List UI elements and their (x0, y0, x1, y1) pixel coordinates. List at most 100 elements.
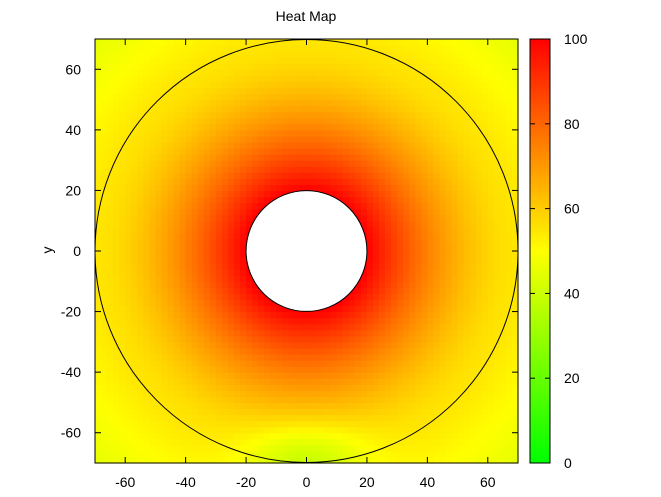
heat-cell (197, 87, 205, 95)
heat-cell (360, 456, 368, 464)
heat-cell (107, 329, 114, 337)
heat-cell (197, 81, 205, 89)
heat-cell (451, 444, 459, 452)
heat-cell (427, 148, 434, 155)
heat-cell (113, 57, 120, 64)
heat-cell (439, 456, 447, 464)
heat-cell (264, 438, 271, 446)
heat-cell (173, 220, 181, 228)
heat-cell (119, 75, 126, 82)
heat-cell (282, 160, 289, 167)
heat-cell (161, 287, 169, 294)
heat-cell (288, 123, 296, 131)
heat-cell (131, 141, 138, 149)
heat-cell (227, 378, 235, 385)
heat-cell (372, 450, 380, 458)
heat-cell (397, 257, 404, 264)
heat-cell (493, 111, 501, 119)
heat-cell (475, 366, 483, 373)
heat-cell (409, 202, 416, 210)
heat-cell (179, 57, 187, 64)
heat-cell (203, 135, 211, 143)
heat-cell (125, 420, 132, 428)
heat-cell (306, 39, 314, 46)
heat-cell (173, 353, 181, 361)
heat-cell (113, 99, 120, 107)
heat-cell (197, 444, 205, 452)
heat-cell (197, 238, 205, 246)
heat-cell (197, 244, 205, 252)
heat-cell (282, 87, 289, 95)
heat-cell (354, 366, 362, 373)
heat-cell (107, 263, 114, 270)
heat-cell (360, 57, 368, 64)
heat-cell (421, 148, 428, 155)
heat-cell (252, 384, 259, 391)
heat-cell (215, 190, 223, 198)
heat-cell (330, 311, 338, 319)
heat-cell (312, 444, 320, 452)
heat-cell (306, 148, 314, 155)
heat-cell (95, 329, 102, 337)
heat-cell (131, 214, 138, 222)
heat-cell (391, 287, 398, 294)
heat-cell (312, 384, 320, 391)
heat-cell (397, 160, 404, 167)
heat-cell (113, 341, 120, 349)
heat-cell (439, 450, 447, 458)
heat-cell (137, 390, 144, 397)
heat-cell (276, 172, 283, 179)
heat-cell (475, 129, 483, 137)
heat-cell (227, 311, 235, 319)
heat-cell (227, 402, 235, 410)
heat-cell (197, 226, 205, 234)
heat-cell (439, 63, 447, 70)
heat-cell (233, 93, 241, 101)
heat-cell (348, 154, 356, 161)
heat-cell (336, 323, 344, 331)
heat-cell (372, 154, 380, 161)
heat-cell (439, 93, 447, 101)
heat-cell (391, 208, 398, 216)
heat-cell (511, 75, 519, 82)
heat-cell (197, 432, 205, 440)
heat-cell (427, 45, 434, 52)
heat-cell (475, 69, 483, 76)
heat-cell (306, 378, 314, 385)
heat-cell (143, 426, 150, 434)
heat-cell (312, 414, 320, 422)
heat-cell (481, 148, 489, 155)
heat-cell (409, 251, 416, 258)
heat-cell (264, 426, 271, 434)
heat-cell (276, 366, 283, 373)
heat-cell (433, 220, 441, 228)
heat-cell (282, 178, 289, 185)
heat-cell (409, 305, 416, 313)
heat-cell (167, 190, 175, 198)
heat-cell (511, 172, 519, 179)
heat-cell (342, 305, 350, 313)
heat-cell (197, 402, 205, 410)
heat-cell (403, 317, 410, 325)
heat-cell (221, 311, 229, 319)
heat-cell (300, 154, 308, 161)
heat-cell (306, 402, 314, 410)
heat-cell (233, 347, 241, 355)
heat-cell (463, 39, 471, 46)
heat-cell (125, 166, 132, 173)
heat-cell (294, 396, 302, 404)
heat-cell (336, 438, 344, 446)
heat-cell (433, 63, 441, 70)
heat-cell (421, 39, 428, 46)
heat-cell (481, 396, 489, 404)
heat-cell (149, 366, 157, 373)
heat-cell (276, 178, 283, 185)
heat-cell (409, 372, 416, 379)
heat-cell (403, 154, 410, 161)
heat-cell (167, 263, 175, 270)
heat-cell (463, 323, 471, 331)
heat-cell (415, 87, 422, 95)
heat-cell (233, 281, 241, 288)
heat-cell (179, 347, 187, 355)
heat-cell (463, 226, 471, 234)
